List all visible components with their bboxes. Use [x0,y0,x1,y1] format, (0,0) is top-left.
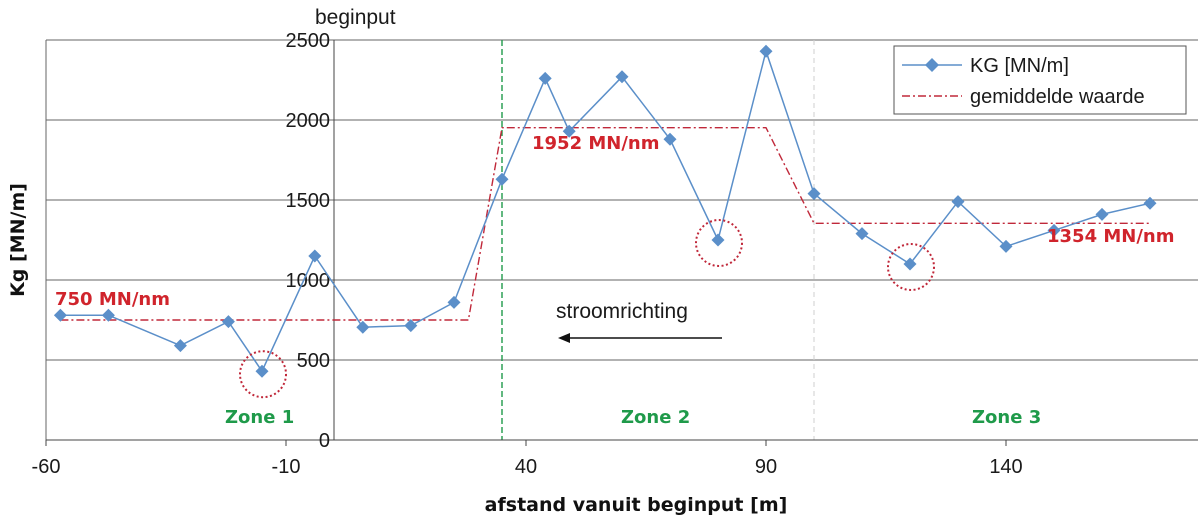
kg-data-point [53,308,67,322]
zone-divider-lines [501,40,815,440]
x-tick-label: 40 [515,456,537,478]
x-tick-labels: -60 -10 40 90 140 [32,456,1023,478]
zone2-label: Zone 2 [621,407,690,428]
mean-line [60,126,1150,321]
outlier-circles [239,219,935,399]
outlier-circle [695,219,743,267]
legend-series-label: KG [MN/m] [970,55,1069,77]
legend: KG [MN/m] gemiddelde waarde [893,45,1187,115]
kg-data-point [255,364,269,378]
kg-data-point [1143,196,1157,210]
kg-data-point [447,295,461,309]
y-tick-labels: 0 500 1000 1500 2000 2500 [286,30,331,452]
kg-data-point [221,315,235,329]
y-tick-label: 0 [319,430,330,452]
kg-data-point [615,70,629,84]
kg-data-point [807,187,821,201]
axes [45,40,1198,446]
kg-data-point [855,227,869,241]
kg-data-point [356,320,370,334]
kg-data-point [562,124,576,138]
kg-data-point [951,195,965,209]
y-tick-label: 1000 [286,270,331,292]
legend-mean-label: gemiddelde waarde [970,86,1145,108]
y-tick-label: 1500 [286,190,331,212]
y-tick-label: 2500 [286,30,331,52]
beginput-label: beginput [315,6,396,29]
kg-series [53,44,1157,378]
mean-series [60,126,1150,321]
outlier-circle [239,350,287,399]
y-tick-label: 500 [297,350,330,372]
kg-data-point [663,132,677,146]
kg-data-point [404,319,418,333]
zone1-label: Zone 1 [225,407,294,428]
kg-data-point [308,249,322,263]
kg-data-point [759,44,773,58]
kg-data-point [999,239,1013,253]
y-axis-title: Kg [MN/m] [7,183,29,297]
x-tick-label: -10 [272,456,301,478]
kg-data-point [173,339,187,353]
kg-data-point [711,233,725,247]
mean-zone3-label: 1354 MN/nm [1047,226,1175,247]
y-tick-label: 2000 [286,110,331,132]
flow-direction-arrow [558,333,722,343]
outlier-circle [887,243,935,291]
mean-zone2-label: 1952 MN/nm [532,133,660,154]
kg-data-point [101,308,115,322]
kg-data-point [1047,223,1061,237]
x-tick-label: 90 [755,456,777,478]
kg-data-point [1095,207,1109,221]
x-tick-label: 140 [989,456,1022,478]
flow-direction-label: stroomrichting [556,300,688,323]
zone3-label: Zone 3 [972,407,1041,428]
x-axis-title: afstand vanuit beginput [m] [485,494,788,516]
kg-data-point [903,257,917,271]
kg-line [60,48,1151,373]
kg-data-point [538,71,552,85]
mean-zone1-label: 750 MN/nm [55,289,170,310]
legend-series-symbol [902,58,962,72]
kg-data-point [495,172,509,186]
x-tick-label: -60 [32,456,61,478]
